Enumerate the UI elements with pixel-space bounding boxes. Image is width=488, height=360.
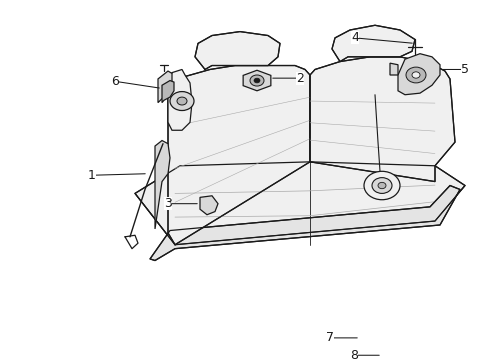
Circle shape (377, 183, 385, 189)
Polygon shape (150, 185, 459, 261)
Polygon shape (135, 162, 464, 245)
Circle shape (249, 75, 264, 86)
Polygon shape (168, 66, 309, 245)
Circle shape (177, 97, 186, 105)
Polygon shape (168, 69, 192, 130)
Circle shape (363, 171, 399, 200)
Circle shape (371, 177, 391, 193)
Polygon shape (389, 359, 407, 360)
Polygon shape (195, 32, 280, 69)
Text: 2: 2 (272, 72, 304, 85)
Polygon shape (158, 71, 172, 103)
Circle shape (405, 67, 425, 83)
Polygon shape (162, 81, 174, 103)
Text: 6: 6 (111, 75, 159, 88)
Text: 7: 7 (325, 332, 357, 345)
Polygon shape (309, 57, 454, 181)
Polygon shape (243, 70, 270, 91)
Polygon shape (331, 25, 414, 62)
Circle shape (411, 72, 419, 78)
Text: 8: 8 (349, 349, 379, 360)
Text: 5: 5 (442, 63, 468, 76)
Text: 1: 1 (88, 169, 145, 182)
Polygon shape (155, 140, 170, 229)
Polygon shape (361, 332, 381, 347)
Polygon shape (389, 63, 397, 75)
Polygon shape (381, 349, 407, 360)
Text: 4: 4 (350, 31, 411, 44)
Circle shape (253, 78, 260, 83)
Text: 3: 3 (164, 197, 197, 210)
Polygon shape (200, 196, 218, 215)
Polygon shape (367, 341, 384, 357)
Circle shape (170, 91, 194, 111)
Polygon shape (397, 54, 439, 95)
